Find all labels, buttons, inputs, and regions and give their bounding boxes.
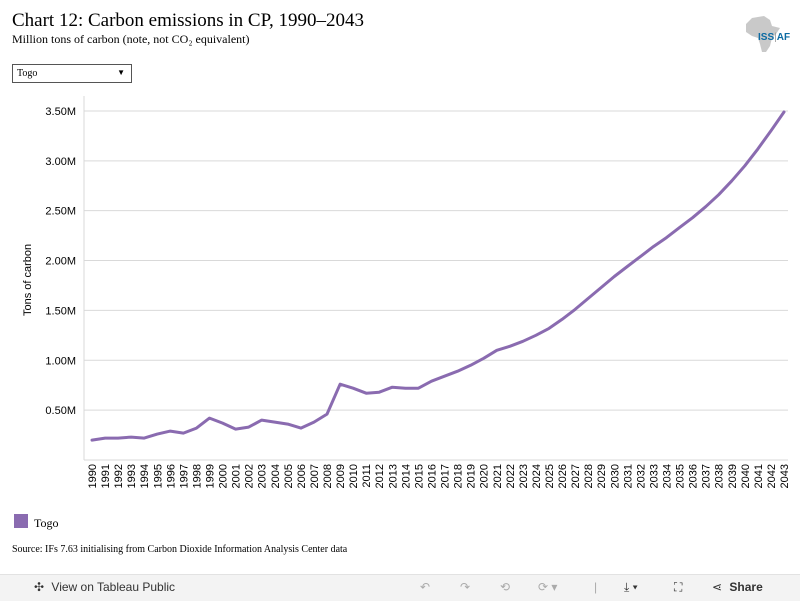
x-tick-label: 2017 (440, 464, 452, 488)
y-tick-label: 1.00M (45, 355, 76, 367)
x-tick-label: 2006 (296, 464, 308, 488)
share-icon: ⋖ (712, 580, 723, 594)
x-tick-label: 1990 (87, 464, 99, 488)
x-tick-label: 2021 (492, 464, 504, 488)
download-icon[interactable]: ⤓ ▾ (624, 580, 638, 594)
africa-map-logo-icon (746, 16, 780, 52)
chart-subtitle: Million tons of carbon (note, not CO₂ eq… (12, 32, 250, 46)
x-tick-label: 2018 (453, 464, 465, 488)
source-note: Source: IFs 7.63 initialising from Carbo… (12, 544, 348, 555)
legend: Togo (14, 510, 59, 531)
x-tick-label: 2035 (675, 464, 687, 488)
x-tick-label: 2036 (688, 464, 700, 488)
fullscreen-icon[interactable]: ⛶ (674, 580, 683, 594)
y-tick-label: 2.50M (45, 206, 76, 218)
x-tick-label: 2034 (661, 464, 673, 488)
iss-logo: ISS|AF (758, 32, 791, 43)
x-tick-label: 2043 (779, 464, 791, 488)
x-tick-label: 2042 (766, 464, 778, 488)
y-tick-label: 3.00M (45, 156, 76, 168)
x-tick-label: 2041 (753, 464, 765, 488)
country-filter-select[interactable]: Togo ▼ (12, 64, 132, 83)
x-tick-label: 2009 (335, 464, 347, 488)
x-tick-label: 1997 (178, 464, 190, 488)
tableau-logo-icon: ✣ (34, 580, 45, 594)
x-tick-label: 2039 (727, 464, 739, 488)
undo-icon[interactable]: ↶ (420, 580, 431, 594)
tableau-toolbar: ✣ View on Tableau Public ↶ ↷ ⟲ ⟳ ▾ | ⤓ ▾… (0, 574, 800, 601)
y-tick-label: 0.50M (45, 405, 76, 417)
y-tick-label: 2.00M (45, 256, 76, 268)
x-tick-label: 2003 (257, 464, 269, 488)
x-tick-label: 2000 (218, 464, 230, 488)
x-tick-label: 2001 (231, 464, 243, 488)
x-tick-label: 2019 (466, 464, 478, 488)
x-tick-label: 2029 (596, 464, 608, 488)
x-tick-label: 2011 (361, 464, 373, 488)
toolbar-divider: | (594, 580, 598, 594)
x-tick-label: 2038 (714, 464, 726, 488)
legend-swatch (14, 513, 28, 528)
country-filter-value: Togo (17, 68, 38, 79)
x-tick-label: 1991 (100, 464, 112, 488)
x-tick-label: 2023 (518, 464, 530, 488)
x-tick-label: 2015 (413, 464, 425, 488)
x-tick-label: 2037 (701, 464, 713, 488)
x-tick-label: 1992 (113, 464, 125, 488)
series-line-togo (90, 110, 786, 442)
dropdown-arrow-icon: ▼ (117, 68, 125, 77)
x-tick-label: 2014 (400, 464, 412, 488)
x-tick-label: 2005 (283, 464, 295, 488)
x-tick-label: 2002 (244, 464, 256, 488)
x-tick-label: 2007 (309, 464, 321, 488)
x-tick-label: 2010 (348, 464, 360, 488)
x-tick-label: 2022 (505, 464, 517, 488)
chart-title: Chart 12: Carbon emissions in CP, 1990–2… (12, 10, 365, 31)
y-tick-label: 1.50M (45, 305, 76, 317)
legend-label: Togo (34, 516, 59, 530)
x-tick-label: 2032 (635, 464, 647, 488)
x-tick-label: 2008 (322, 464, 334, 488)
x-tick-label: 2016 (426, 464, 438, 488)
redo-icon[interactable]: ↷ (460, 580, 471, 594)
view-on-tableau-button[interactable]: ✣ View on Tableau Public (34, 580, 176, 594)
x-tick-label: 1996 (165, 464, 177, 488)
x-tick-label: 2027 (570, 464, 582, 488)
x-tick-label: 1999 (205, 464, 217, 488)
x-tick-label: 1993 (126, 464, 138, 488)
x-tick-label: 2030 (609, 464, 621, 488)
x-tick-label: 2040 (740, 464, 752, 488)
x-tick-label: 2026 (557, 464, 569, 488)
share-button[interactable]: ⋖ Share (712, 580, 763, 594)
x-tick-label: 2028 (583, 464, 595, 488)
x-tick-label: 1994 (139, 464, 151, 488)
x-tick-label: 2033 (648, 464, 660, 488)
x-tick-label: 2004 (270, 464, 282, 488)
refresh-icon[interactable]: ⟳ ▾ (538, 580, 558, 594)
x-tick-label: 2025 (544, 464, 556, 488)
x-tick-label: 2012 (374, 464, 386, 488)
x-tick-label: 1998 (191, 464, 203, 488)
y-tick-label: 3.50M (45, 106, 76, 118)
revert-icon[interactable]: ⟲ (500, 580, 511, 594)
x-tick-label: 2024 (531, 464, 543, 488)
x-tick-label: 2013 (387, 464, 399, 488)
x-tick-label: 2031 (622, 464, 634, 488)
x-tick-label: 2020 (479, 464, 491, 488)
x-tick-label: 1995 (152, 464, 164, 488)
